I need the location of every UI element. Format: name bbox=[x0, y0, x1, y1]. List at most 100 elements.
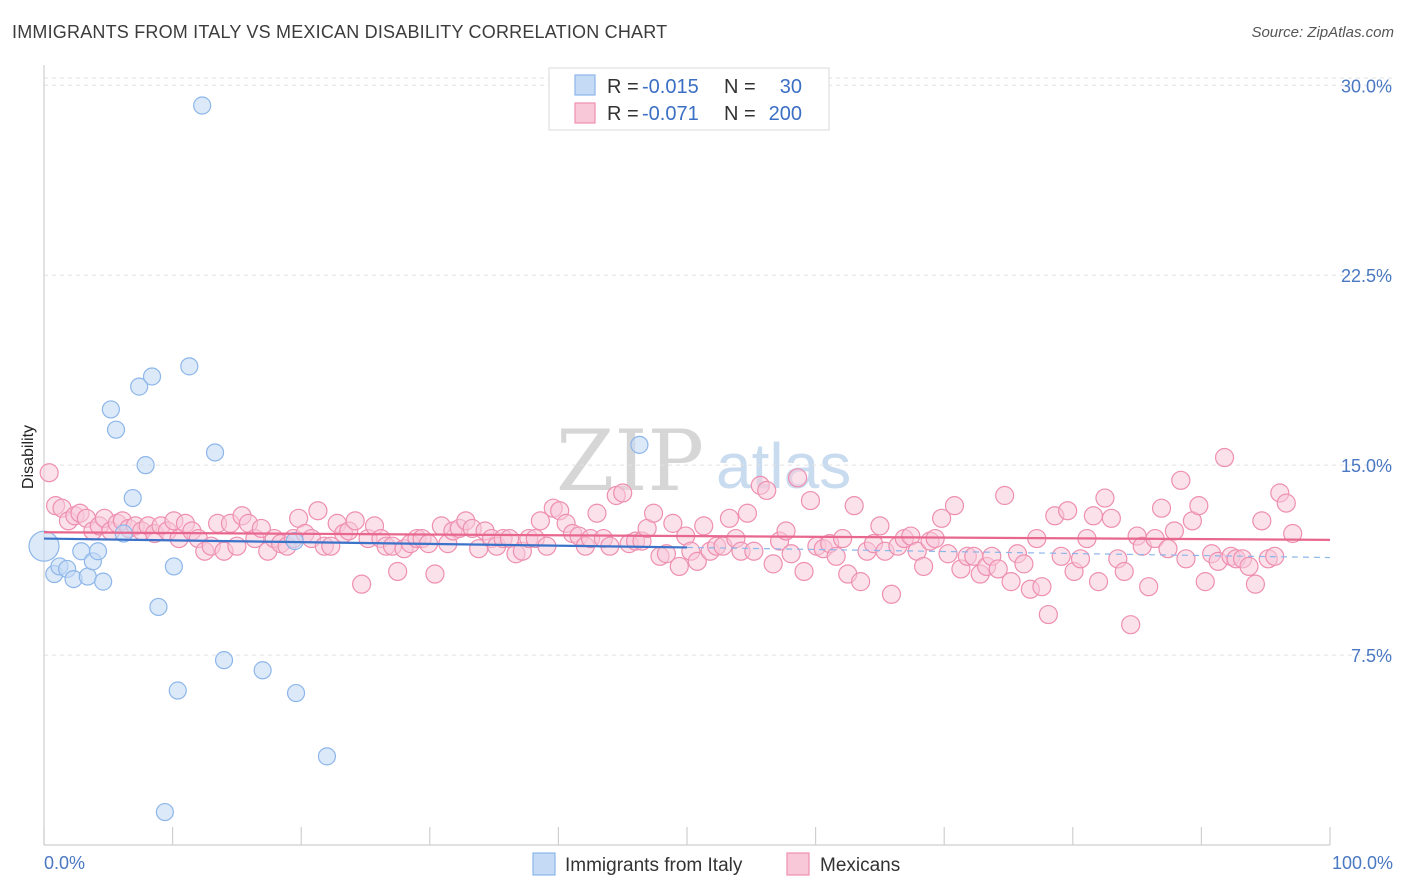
italy-point-23 bbox=[205, 443, 225, 462]
stats-n-label-mexicans: N = bbox=[724, 103, 756, 125]
mexicans-point-144 bbox=[938, 544, 958, 564]
stats-n-value-italy: 30 bbox=[780, 76, 802, 98]
mexicans-point-169 bbox=[1095, 488, 1115, 508]
mexicans-point-121 bbox=[794, 561, 814, 582]
mexicans-point-156 bbox=[1014, 554, 1034, 574]
mexicans-point-62 bbox=[425, 564, 445, 584]
mexicans-point-50 bbox=[352, 574, 372, 594]
mexicans-point-99 bbox=[656, 544, 677, 564]
mexicans-point-160 bbox=[1038, 604, 1058, 625]
mexicans-point-170 bbox=[1101, 508, 1121, 528]
mexicans-point-162 bbox=[1051, 546, 1071, 566]
mexicans-point-79 bbox=[530, 511, 550, 531]
mexicans-point-119 bbox=[781, 544, 801, 564]
mexicans-point-97 bbox=[643, 503, 664, 523]
mexicans-point-49 bbox=[345, 511, 365, 531]
mexicans-point-198 bbox=[1276, 493, 1296, 513]
italy-point-24 bbox=[214, 651, 234, 670]
chart-source: Source: ZipAtlas.com bbox=[1251, 24, 1394, 41]
italy-point-21 bbox=[180, 357, 199, 376]
mexicans-point-178 bbox=[1151, 498, 1172, 518]
mexicans-point-168 bbox=[1088, 572, 1109, 592]
mexicans-point-122 bbox=[800, 490, 821, 511]
legend-swatch-mexicans bbox=[786, 852, 810, 876]
italy-point-16 bbox=[142, 367, 162, 386]
x-tick-label-1: 100.0% bbox=[1332, 853, 1393, 873]
italy-point-15 bbox=[136, 456, 155, 475]
y-tick-label-2: 22.5% bbox=[1341, 266, 1392, 286]
mexicans-point-188 bbox=[1214, 447, 1235, 468]
grid bbox=[44, 77, 1392, 656]
stats-swatch-mexicans bbox=[574, 102, 596, 124]
italy-point-22 bbox=[193, 96, 212, 115]
mexicans-point-92 bbox=[613, 483, 633, 503]
mexicans-point-115 bbox=[757, 480, 777, 501]
stats-r-label-mexicans: R = bbox=[607, 103, 639, 125]
mexicans-trend-line bbox=[43, 531, 1331, 541]
italy-point-9 bbox=[94, 572, 113, 591]
y-axis-label: Disability bbox=[20, 425, 37, 489]
mexicans-point-109 bbox=[719, 508, 740, 528]
mexicans-point-153 bbox=[995, 485, 1015, 506]
y-tick-label-0: 7.5% bbox=[1351, 646, 1392, 666]
mexicans-point-176 bbox=[1139, 577, 1159, 597]
italy-point-20 bbox=[168, 681, 187, 700]
mexicans-point-167 bbox=[1083, 506, 1103, 526]
mexicans-point-185 bbox=[1195, 572, 1215, 592]
mexicans-point-143 bbox=[932, 508, 952, 528]
italy-point-17 bbox=[149, 597, 168, 617]
mexicans-point-130 bbox=[851, 572, 871, 592]
italy-point-10 bbox=[101, 400, 120, 419]
axes bbox=[43, 65, 1331, 846]
mexicans-point-192 bbox=[1239, 556, 1259, 577]
mexicans-point-88 bbox=[587, 503, 607, 523]
mexicans-point-112 bbox=[737, 503, 758, 523]
mexicans-point-194 bbox=[1252, 511, 1272, 531]
y-tick-label-3: 30.0% bbox=[1341, 76, 1392, 96]
italy-point-13 bbox=[123, 488, 142, 508]
mexicans-point-0 bbox=[39, 463, 59, 483]
x-tick-labels: 0.0% 100.0% bbox=[44, 853, 1393, 873]
mexicans-point-163 bbox=[1058, 501, 1078, 521]
italy-point-0 bbox=[28, 530, 60, 562]
italy-point-11 bbox=[106, 420, 126, 439]
mexicans-point-154 bbox=[1001, 572, 1021, 592]
mexicans-point-56 bbox=[388, 561, 408, 582]
mexicans-point-100 bbox=[663, 513, 683, 533]
mexicans-point-182 bbox=[1176, 549, 1196, 569]
mexicans-point-193 bbox=[1245, 574, 1266, 594]
mexicans-point-126 bbox=[826, 546, 846, 566]
italy-point-14 bbox=[130, 377, 149, 396]
italy-point-19 bbox=[164, 557, 183, 576]
mexicans-point-140 bbox=[914, 556, 934, 577]
italy-point-27 bbox=[286, 683, 306, 703]
mexicans-point-165 bbox=[1070, 549, 1091, 569]
mexicans-point-159 bbox=[1032, 577, 1052, 597]
legend-label-italy: Immigrants from Italy bbox=[565, 855, 743, 876]
y-tick-label-1: 15.0% bbox=[1341, 456, 1392, 476]
chart-title: IMMIGRANTS FROM ITALY VS MEXICAN DISABIL… bbox=[12, 22, 668, 42]
italy-point-8 bbox=[88, 542, 108, 561]
y-tick-labels: 7.5% 15.0% 22.5% 30.0% bbox=[1341, 76, 1392, 666]
italy-trend-line bbox=[43, 537, 688, 549]
mexicans-point-172 bbox=[1114, 561, 1134, 582]
mexicans-point-127 bbox=[833, 528, 853, 549]
mexicans-point-180 bbox=[1164, 521, 1184, 541]
stats-n-value-mexicans: 200 bbox=[769, 103, 802, 125]
legend: Immigrants from Italy Mexicans bbox=[532, 852, 900, 876]
italy-point-29 bbox=[630, 435, 649, 454]
mexicans-point-152 bbox=[988, 559, 1008, 579]
mexicans-point-116 bbox=[763, 554, 783, 574]
stats-box-frame bbox=[548, 67, 830, 131]
mexicans-point-113 bbox=[744, 541, 764, 561]
mexicans-point-145 bbox=[944, 496, 965, 516]
x-tick-label-0: 0.0% bbox=[44, 853, 85, 873]
italy-point-28 bbox=[317, 747, 337, 766]
italy-point-25 bbox=[253, 661, 272, 680]
mexicans-point-105 bbox=[694, 516, 714, 536]
stats-n-label-italy: N = bbox=[724, 76, 756, 98]
mexicans-point-173 bbox=[1121, 615, 1141, 635]
legend-swatch-italy bbox=[532, 852, 556, 876]
stats-r-label-italy: R = bbox=[607, 76, 639, 98]
